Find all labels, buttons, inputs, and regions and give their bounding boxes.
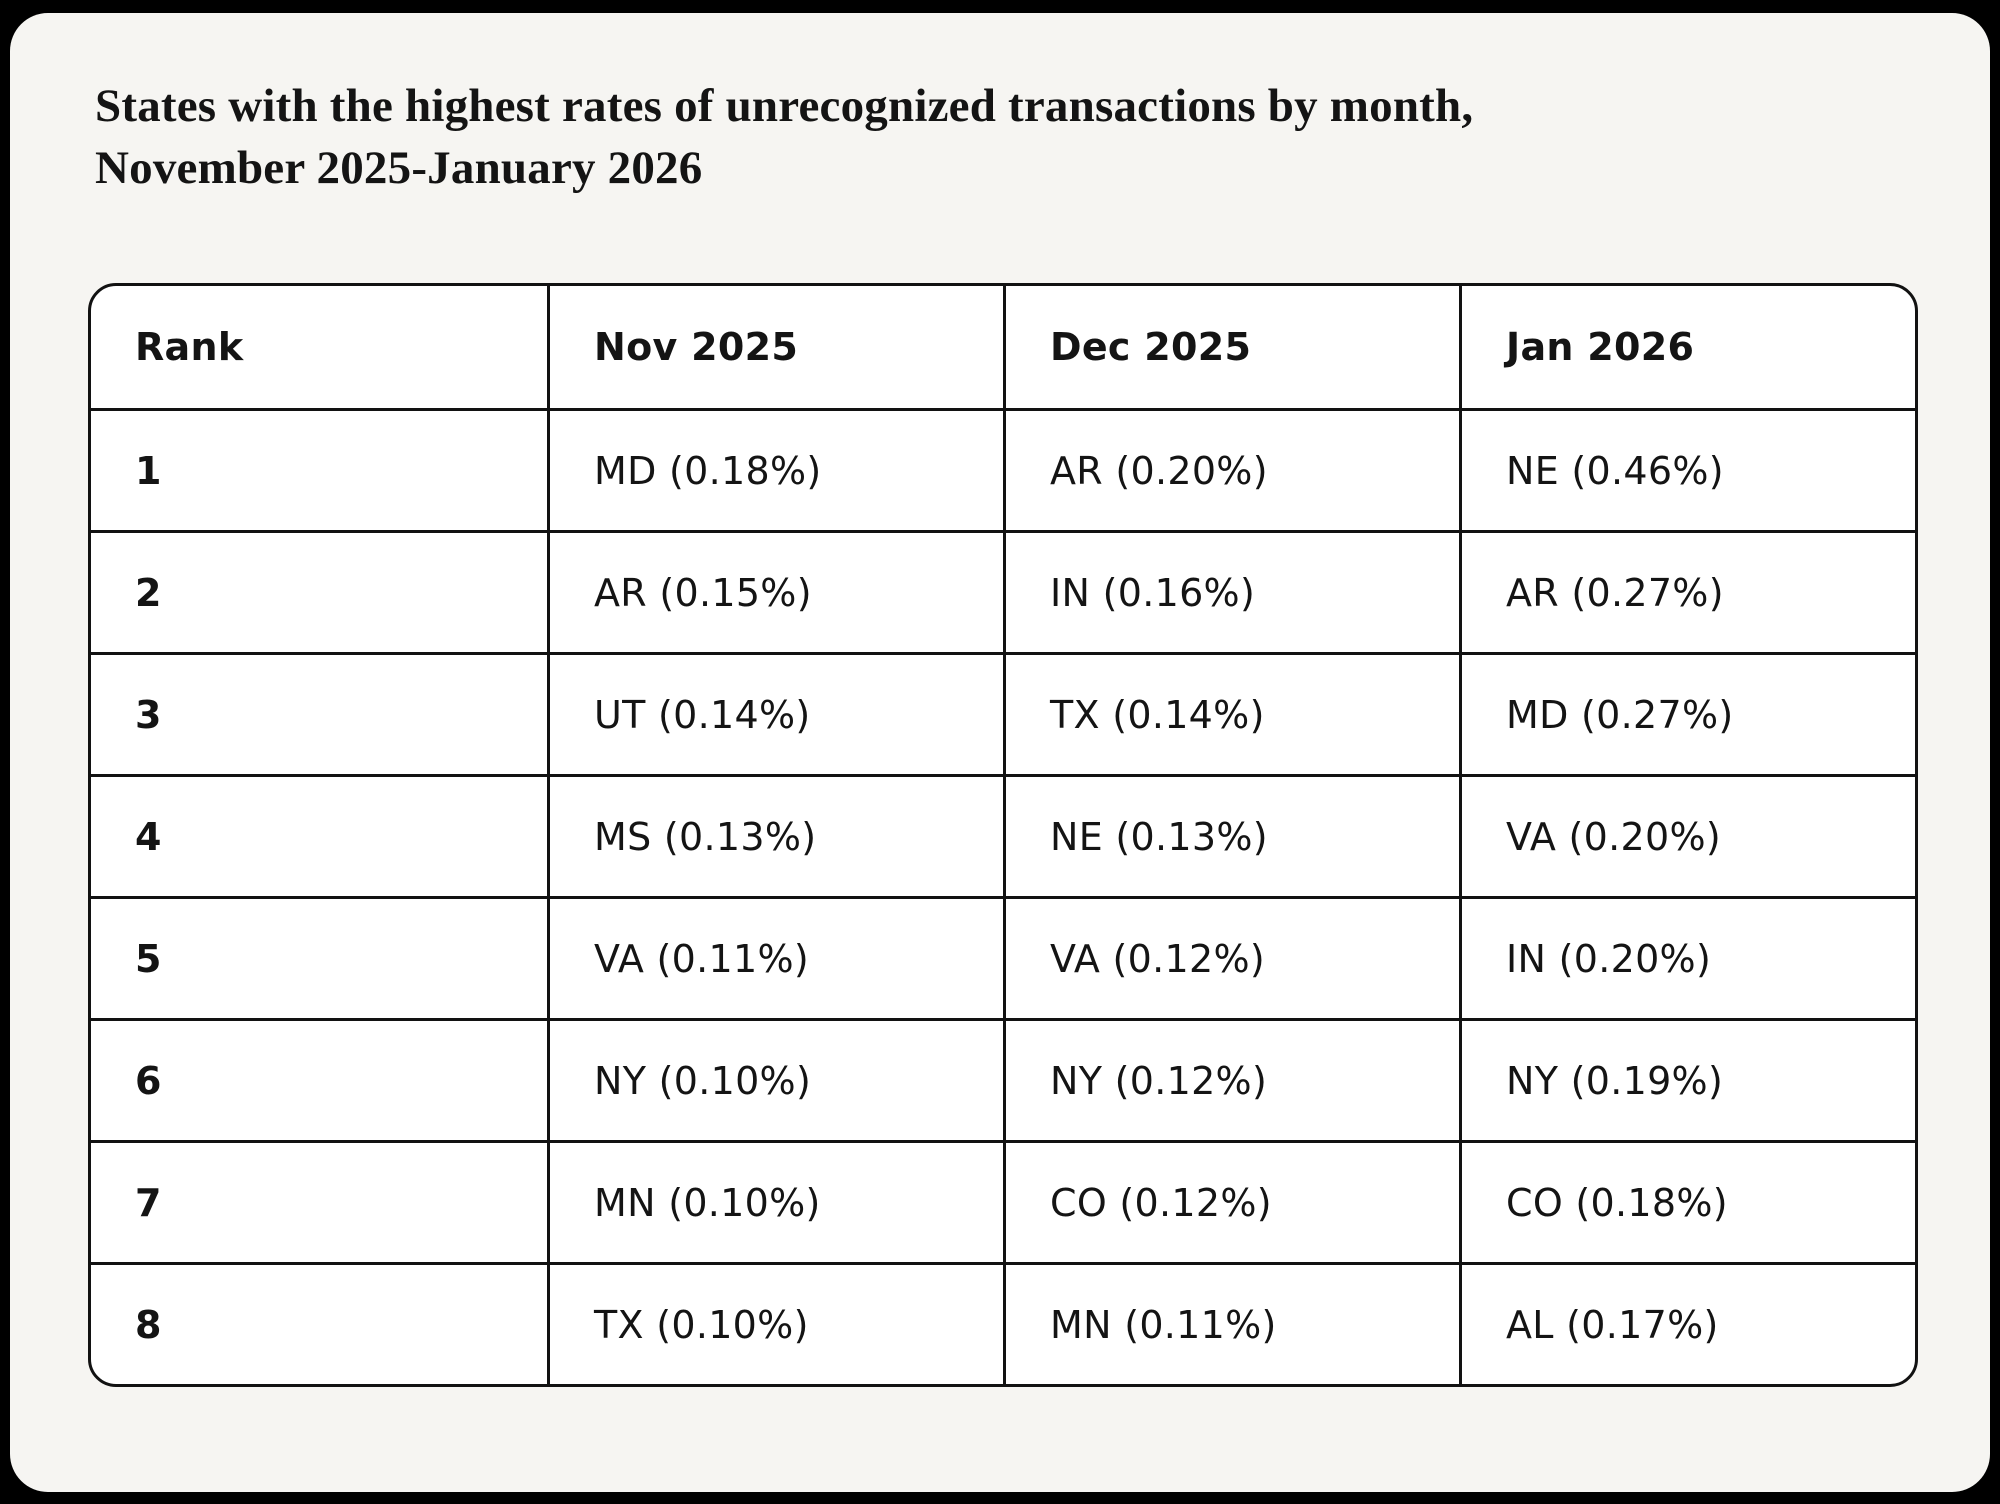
rank-cell: 4: [91, 774, 547, 896]
value-cell-nov: MD (0.18%): [547, 408, 1003, 531]
table-row: 6 NY (0.10%) NY (0.12%) NY (0.19%): [91, 1018, 1915, 1141]
column-header-rank: Rank: [135, 325, 244, 370]
rank-cell: 3: [91, 652, 547, 774]
value-cell-jan: NE (0.46%): [1459, 408, 1915, 531]
table-header: Rank Nov 2025 Dec 2025 Jan 2026: [91, 286, 1915, 409]
value-cell-dec: NE (0.13%): [1003, 774, 1459, 897]
value-cell-jan: AL (0.17%): [1459, 1262, 1915, 1385]
value-cell-nov: UT (0.14%): [547, 652, 1003, 775]
column-header-dec-2025: Dec 2025: [1003, 286, 1459, 409]
column-header-nov-2025: Nov 2025: [547, 286, 1003, 409]
value-cell-nov: MS (0.13%): [547, 774, 1003, 897]
table-row: 4 MS (0.13%) NE (0.13%) VA (0.20%): [91, 774, 1915, 897]
column-header-jan-2026: Jan 2026: [1459, 286, 1915, 409]
table-row: 2 AR (0.15%) IN (0.16%) AR (0.27%): [91, 530, 1915, 653]
table-body: 1 MD (0.18%) AR (0.20%) NE (0.46%) 2 AR …: [91, 408, 1915, 1385]
value-cell-dec: TX (0.14%): [1003, 652, 1459, 775]
value-cell-jan: AR (0.27%): [1459, 530, 1915, 653]
value-cell-dec: CO (0.12%): [1003, 1140, 1459, 1263]
value-cell-jan: IN (0.20%): [1459, 896, 1915, 1019]
rank-cell: 5: [91, 896, 547, 1018]
rank-cell: 6: [91, 1018, 547, 1140]
rankings-table: Rank Nov 2025 Dec 2025 Jan 2026 1 MD (0.…: [88, 283, 1918, 1388]
value-cell-dec: NY (0.12%): [1003, 1018, 1459, 1141]
rank-cell: 8: [91, 1262, 547, 1384]
table-row: 7 MN (0.10%) CO (0.12%) CO (0.18%): [91, 1140, 1915, 1263]
value-cell-dec: MN (0.11%): [1003, 1262, 1459, 1385]
table-row: 1 MD (0.18%) AR (0.20%) NE (0.46%): [91, 408, 1915, 531]
value-cell-dec: AR (0.20%): [1003, 408, 1459, 531]
table-row: 5 VA (0.11%) VA (0.12%) IN (0.20%): [91, 896, 1915, 1019]
page-title: States with the highest rates of unrecog…: [95, 80, 1474, 195]
content-card: States with the highest rates of unrecog…: [10, 13, 1990, 1492]
rank-cell: 2: [91, 530, 547, 652]
value-cell-jan: NY (0.19%): [1459, 1018, 1915, 1141]
value-cell-nov: NY (0.10%): [547, 1018, 1003, 1141]
value-cell-nov: VA (0.11%): [547, 896, 1003, 1019]
table-row: 8 TX (0.10%) MN (0.11%) AL (0.17%): [91, 1262, 1915, 1385]
value-cell-dec: IN (0.16%): [1003, 530, 1459, 653]
rank-cell: 7: [91, 1140, 547, 1262]
value-cell-dec: VA (0.12%): [1003, 896, 1459, 1019]
rank-cell: 1: [91, 408, 547, 530]
value-cell-nov: TX (0.10%): [547, 1262, 1003, 1385]
value-cell-nov: MN (0.10%): [547, 1140, 1003, 1263]
value-cell-jan: MD (0.27%): [1459, 652, 1915, 775]
value-cell-jan: VA (0.20%): [1459, 774, 1915, 897]
value-cell-jan: CO (0.18%): [1459, 1140, 1915, 1263]
value-cell-nov: AR (0.15%): [547, 530, 1003, 653]
header-row: Rank Nov 2025 Dec 2025 Jan 2026: [91, 286, 1915, 409]
table-row: 3 UT (0.14%) TX (0.14%) MD (0.27%): [91, 652, 1915, 775]
